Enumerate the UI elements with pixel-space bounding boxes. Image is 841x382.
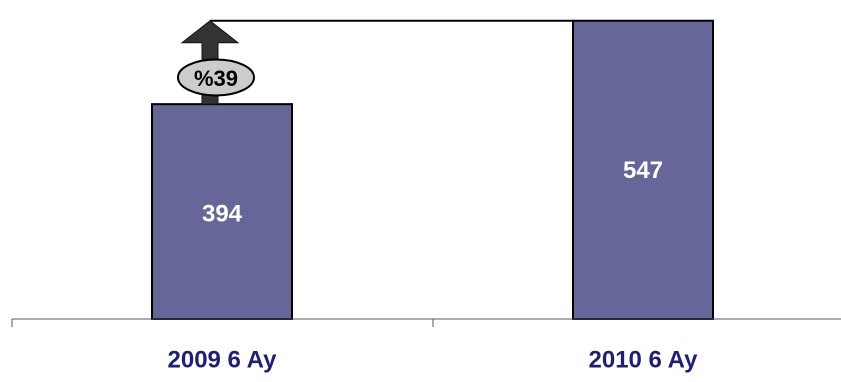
category-labels: 2009 6 Ay 2010 6 Ay <box>168 347 699 374</box>
category-label-2: 2010 6 Ay <box>589 347 699 374</box>
data-label-1: 394 <box>202 201 243 228</box>
change-badge-label: %39 <box>194 66 238 91</box>
bars-layer: 394 547 <box>151 19 714 321</box>
category-label-1: 2009 6 Ay <box>168 347 278 374</box>
data-label-2: 547 <box>623 157 663 184</box>
growth-arrow: %39 <box>177 20 255 105</box>
bar-1 <box>151 103 293 321</box>
bar-2 <box>572 19 714 321</box>
change-badge <box>177 58 255 97</box>
